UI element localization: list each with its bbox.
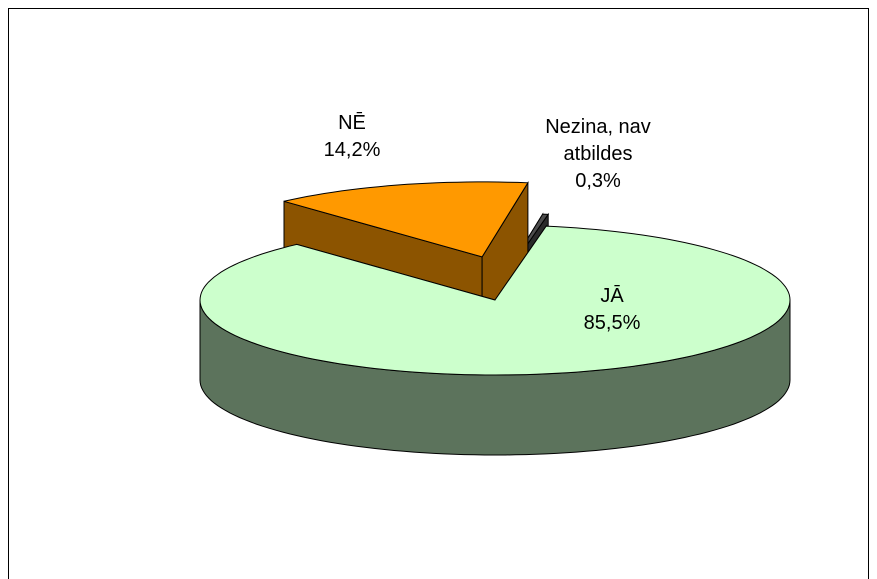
chart-frame — [8, 8, 869, 579]
value-label: 14,2% — [323, 139, 381, 161]
slice — [199, 225, 791, 376]
value-label: 85,5% — [583, 312, 641, 334]
data-label: NĒ 14,2% — [307, 110, 397, 164]
data-label: JĀ 85,5% — [567, 283, 657, 337]
category-label: JĀ — [600, 285, 624, 307]
value-label: 0,3% — [575, 170, 621, 192]
category-label: NĒ — [338, 112, 366, 134]
category-label: Nezina, nav atbildes — [545, 116, 651, 165]
slice — [283, 181, 529, 258]
data-label: Nezina, nav atbildes 0,3% — [528, 114, 668, 195]
